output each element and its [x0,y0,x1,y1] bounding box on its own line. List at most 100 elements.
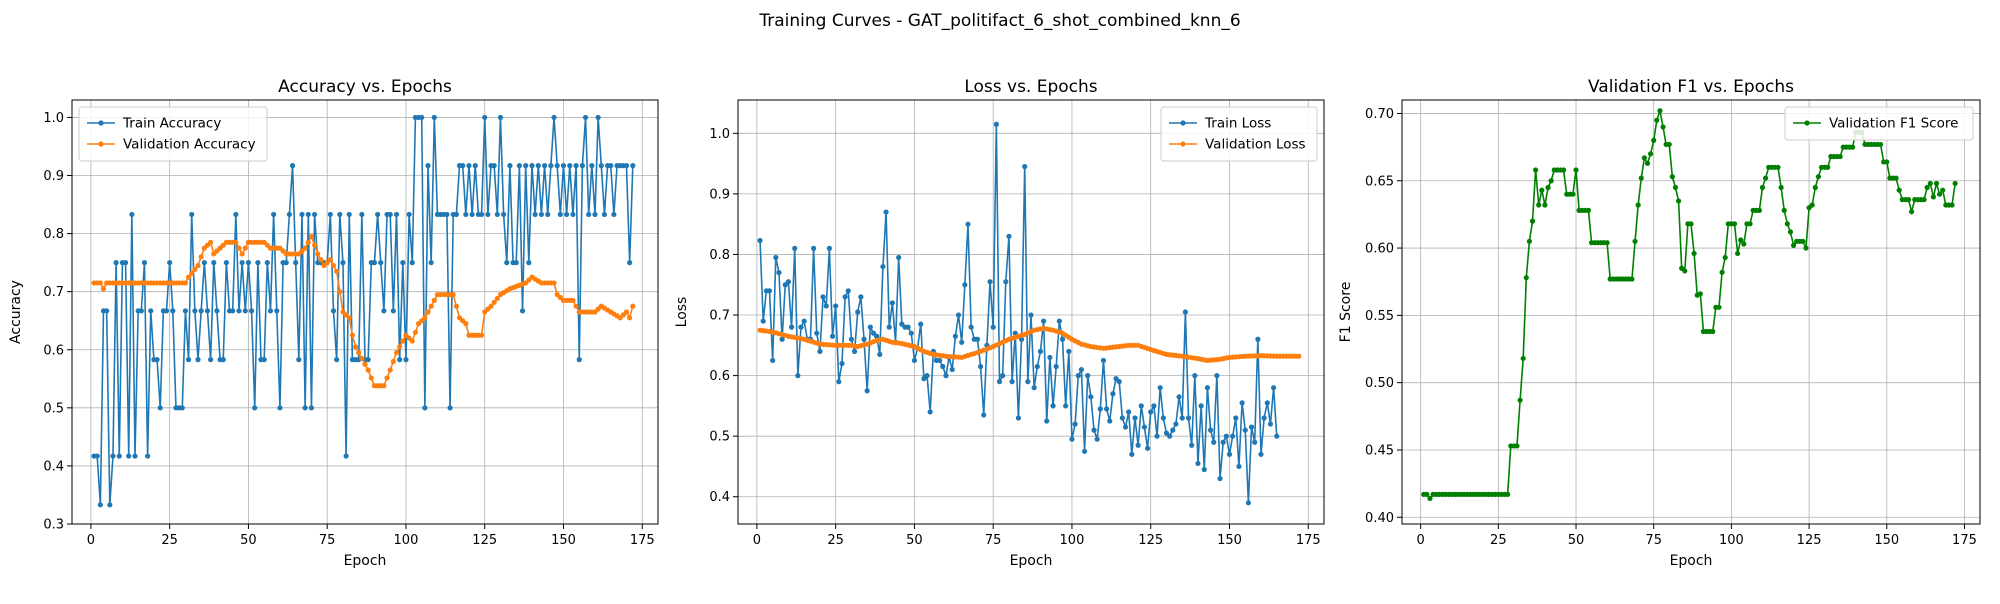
data-point [1738,237,1744,243]
data-point [286,211,292,218]
data-point [154,357,160,363]
x-tick-label: 25 [1490,533,1507,548]
data-point [491,163,497,169]
data-point [801,318,807,324]
y-tick-label: 0.6 [43,343,64,358]
data-point [504,260,510,266]
data-point [305,239,311,245]
data-point [968,324,974,330]
data-point [949,366,955,373]
data-point [829,333,836,339]
data-point [1135,442,1141,448]
data-point [519,308,526,314]
data-point [1529,218,1536,224]
data-point [1654,117,1660,123]
x-tick-label: 0 [1417,533,1425,548]
data-point [444,211,450,218]
data-point [1245,500,1251,506]
data-point [104,308,110,314]
data-point [378,260,384,266]
data-point [1924,184,1930,191]
legend-box [1160,106,1318,162]
data-point [208,239,214,245]
data-point [1517,397,1523,403]
data-point [586,211,592,218]
y-tick-label: 1.0 [709,127,730,142]
data-point [1154,433,1160,439]
data-point [1220,439,1226,445]
data-point [554,163,560,169]
data-point [422,405,428,411]
data-point [346,315,352,321]
data-point [1909,209,1915,215]
data-point [1081,448,1088,454]
data-point [507,163,513,169]
data-point [1424,491,1430,497]
data-point [1211,439,1217,445]
data-point [630,163,636,169]
data-point [1204,385,1211,391]
x-tick-label: 25 [161,533,178,548]
y-tick-label: 0.7 [709,309,730,324]
data-point [889,300,895,306]
data-point [601,211,608,218]
data-point [1248,424,1255,430]
data-point [346,211,352,218]
data-point [1651,137,1657,143]
data-point [526,260,532,266]
data-point [770,357,776,364]
data-point [208,357,214,363]
data-point [428,260,434,266]
data-point [1239,400,1245,406]
data-point [1157,385,1163,391]
data-point [627,260,633,266]
data-point [293,260,299,266]
x-tick-label: 100 [1060,533,1085,548]
data-point [393,350,400,356]
data-point [1937,191,1943,197]
x-axis-label: Epoch [1670,553,1713,569]
data-point [1072,421,1078,427]
data-point [1762,175,1769,181]
data-point [623,163,630,169]
data-point [1688,221,1694,227]
data-point [94,453,100,459]
data-point [1144,445,1151,451]
data-point [233,239,239,245]
data-point [400,338,406,344]
data-point [579,163,585,169]
data-point [1122,424,1129,430]
data-point [943,373,949,379]
data-point [381,383,387,389]
data-point [453,303,459,309]
data-point [1226,451,1233,457]
data-point [1066,348,1072,354]
data-point [305,211,311,218]
data-point [937,357,943,364]
data-point [463,321,469,327]
data-point [1242,427,1248,433]
data-point [1809,202,1815,208]
data-point [1044,418,1050,424]
data-point [867,324,873,330]
data-point [157,405,163,411]
data-point [924,373,930,379]
data-point [814,330,820,336]
data-point [356,350,362,356]
data-point [1635,202,1641,208]
data-point [431,297,437,303]
data-point [1657,108,1663,114]
y-tick-label: 0.70 [1365,107,1394,122]
data-point [1025,379,1031,385]
data-point [460,163,466,169]
data-point [211,260,217,266]
x-tick-label: 50 [1568,533,1585,548]
y-tick-label: 0.3 [43,518,64,533]
data-point [1201,466,1207,473]
data-point [1775,164,1781,170]
data-point [858,294,864,300]
y-axis-label: F1 Score [1338,282,1354,343]
data-point [573,163,579,169]
panel-title: Validation F1 vs. Epochs [1588,77,1794,97]
data-point [400,260,406,266]
